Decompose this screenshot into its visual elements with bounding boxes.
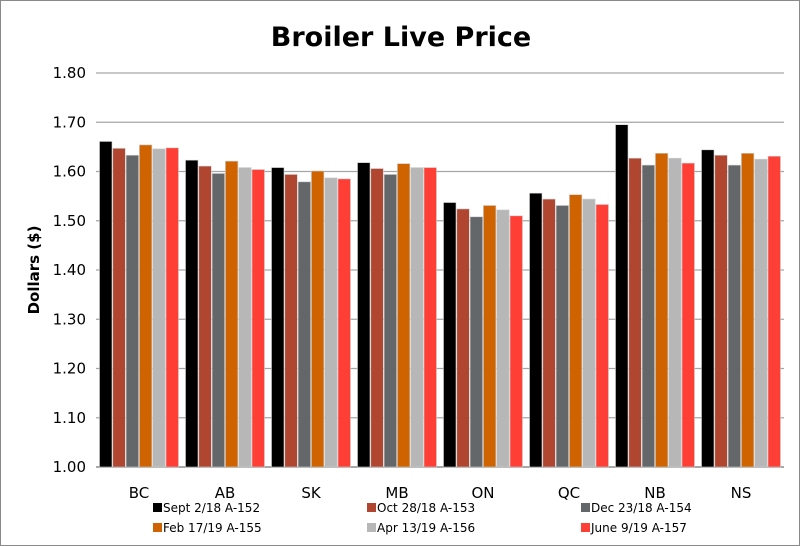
legend-swatch — [153, 523, 162, 532]
x-tick-label: AB — [215, 484, 236, 502]
bar-ON-1 — [456, 208, 470, 468]
y-tick-label: 1.70 — [53, 113, 86, 131]
legend-item: Apr 13/19 A-156 — [367, 521, 475, 535]
bar-MB-3 — [397, 163, 411, 468]
bar-AB-1 — [198, 165, 212, 468]
legend-label: Feb 17/19 A-155 — [163, 521, 262, 535]
bar-NB-4 — [668, 157, 682, 468]
bar-BC-5 — [165, 147, 179, 468]
bar-NB-5 — [681, 162, 695, 468]
legend-label: June 9/19 A-157 — [590, 521, 687, 535]
legend-swatch — [367, 523, 376, 532]
legend-label: Apr 13/19 A-156 — [377, 521, 475, 535]
bar-SK-0 — [271, 167, 285, 468]
bar-ON-0 — [443, 202, 457, 468]
bar-NB-3 — [655, 152, 669, 468]
bar-BC-4 — [152, 148, 166, 468]
x-tick-label: NB — [644, 484, 666, 502]
y-tick-label: 1.60 — [53, 163, 86, 181]
bar-SK-5 — [337, 178, 351, 468]
y-tick-label: 1.30 — [53, 310, 86, 328]
legend-label: Oct 28/18 A-153 — [377, 501, 475, 515]
bar-SK-1 — [284, 174, 298, 468]
legend-item: Oct 28/18 A-153 — [367, 501, 475, 515]
bar-QC-3 — [569, 194, 583, 468]
bar-BC-1 — [112, 148, 126, 468]
bar-SK-2 — [297, 181, 311, 468]
bar-NS-3 — [741, 152, 755, 468]
bar-QC-0 — [529, 192, 543, 468]
y-axis-label: Dollars ($) — [25, 226, 43, 315]
y-tick-label: 1.80 — [53, 64, 86, 82]
x-tick-label: QC — [558, 484, 580, 502]
bar-MB-0 — [357, 162, 371, 468]
x-tick-label: SK — [301, 484, 322, 502]
bar-NS-4 — [754, 158, 768, 468]
legend-item: Feb 17/19 A-155 — [153, 521, 262, 535]
bar-ON-2 — [469, 216, 483, 468]
bar-ON-5 — [509, 215, 523, 468]
legend-item: Dec 23/18 A-154 — [581, 501, 692, 515]
y-tick-label: 1.10 — [53, 409, 86, 427]
bar-NS-0 — [701, 149, 715, 468]
y-tick-label: 1.00 — [53, 458, 86, 476]
bar-NB-1 — [628, 157, 642, 468]
bar-BC-3 — [139, 144, 153, 468]
bar-ON-4 — [496, 209, 510, 468]
bar-AB-2 — [211, 173, 225, 468]
legend-item: June 9/19 A-157 — [581, 521, 687, 535]
legend-swatch — [367, 503, 376, 512]
legend-swatch — [153, 503, 162, 512]
legend-label: Sept 2/18 A-152 — [163, 501, 260, 515]
bar-BC-0 — [99, 141, 113, 468]
bar-NB-0 — [615, 124, 629, 468]
bar-NB-2 — [641, 164, 655, 468]
x-tick-label: ON — [471, 484, 494, 502]
y-tick-label: 1.20 — [53, 360, 86, 378]
y-tick-label: 1.50 — [53, 212, 86, 230]
bar-NS-1 — [714, 154, 728, 468]
bar-MB-2 — [383, 174, 397, 468]
bar-QC-5 — [595, 204, 609, 468]
bar-MB-5 — [423, 167, 437, 468]
bar-NS-2 — [727, 164, 741, 468]
legend-item: Sept 2/18 A-152 — [153, 501, 260, 515]
bar-MB-1 — [370, 168, 384, 468]
y-tick-label: 1.40 — [53, 261, 86, 279]
bar-SK-3 — [311, 170, 325, 468]
bar-AB-3 — [225, 160, 239, 468]
bar-SK-4 — [324, 177, 338, 468]
x-tick-label: BC — [129, 484, 150, 502]
x-tick-label: NS — [731, 484, 752, 502]
bar-NS-5 — [767, 155, 781, 468]
legend-label: Dec 23/18 A-154 — [591, 501, 692, 515]
bar-QC-2 — [555, 205, 569, 468]
x-tick-label: MB — [385, 484, 408, 502]
bar-AB-5 — [251, 169, 265, 468]
bar-QC-4 — [582, 198, 596, 468]
bar-AB-4 — [238, 167, 252, 468]
bar-ON-3 — [483, 205, 497, 468]
bar-MB-4 — [410, 167, 424, 468]
bar-QC-1 — [542, 198, 556, 468]
legend-swatch — [581, 523, 590, 532]
legend-swatch — [581, 503, 590, 512]
chart-title: Broiler Live Price — [271, 22, 531, 53]
bar-AB-0 — [185, 159, 199, 468]
bar-BC-2 — [125, 154, 139, 468]
